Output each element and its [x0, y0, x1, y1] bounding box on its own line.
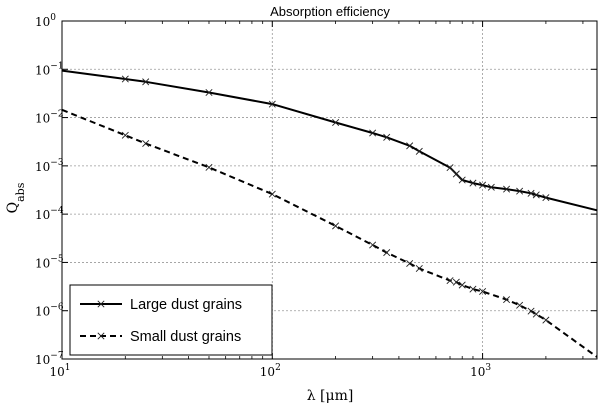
data-point-small	[121, 131, 129, 139]
y-tick-exp: −3	[50, 158, 64, 168]
data-point-small	[452, 278, 460, 286]
data-point-small	[406, 259, 414, 268]
data-point-large	[415, 147, 423, 155]
data-point-small	[332, 222, 340, 230]
series-markers-large	[121, 75, 550, 202]
plot-frame	[61, 20, 598, 360]
data-point-large	[458, 176, 466, 184]
y-tick-base: 10	[35, 63, 50, 77]
y-tick-label: 10−5	[35, 254, 64, 270]
y-axis-label-sub: abs	[14, 182, 27, 202]
y-tick-base: 10	[35, 256, 50, 270]
y-tick-base: 10	[35, 112, 50, 126]
data-point-small	[205, 163, 213, 171]
y-tick-base: 10	[35, 160, 50, 174]
data-point-small	[446, 277, 454, 285]
data-point-large	[532, 191, 540, 199]
x-tick-label: 101	[49, 363, 70, 379]
legend-marker-large	[97, 300, 105, 308]
y-tick-label: 10−1	[35, 61, 64, 77]
x-tick-base: 10	[260, 365, 275, 379]
x-tick-base: 10	[49, 365, 64, 379]
y-tick-label: 100	[35, 13, 56, 29]
data-point-small	[142, 140, 150, 148]
x-tick-exp: 2	[275, 363, 281, 373]
legend-large-markers	[97, 300, 105, 308]
series-markers-small	[121, 131, 550, 324]
x-axis-label: λ [μm]	[307, 388, 354, 404]
data-point-large	[452, 170, 460, 178]
data-point-small	[268, 190, 276, 198]
data-point-small	[458, 281, 466, 289]
data-point-large	[446, 164, 454, 172]
x-tick-exp: 1	[65, 363, 71, 373]
legend-label-small: Small dust grains	[130, 329, 241, 345]
data-point-large	[268, 100, 276, 108]
data-point-large	[121, 75, 129, 83]
data-point-small	[542, 316, 550, 324]
data-point-small	[503, 296, 511, 304]
data-point-large	[479, 181, 487, 189]
tick-marks	[61, 20, 597, 360]
data-point-small	[415, 264, 423, 272]
data-point-large	[469, 179, 477, 187]
x-tick-label: 103	[470, 363, 491, 379]
chart-title: Absorption efficiency	[270, 4, 390, 19]
x-tick-exp: 3	[485, 363, 491, 373]
legend-small-markers	[97, 332, 105, 340]
data-point-small	[527, 307, 535, 315]
y-tick-base: 10	[35, 353, 50, 367]
data-point-small	[369, 241, 377, 249]
legend: Large dust grains Small dust grains	[69, 284, 273, 356]
data-point-small	[479, 287, 487, 296]
data-point-large	[503, 185, 511, 193]
y-tick-exp: 0	[50, 13, 56, 23]
data-point-large	[406, 142, 414, 150]
data-point-large	[383, 133, 391, 141]
legend-label-large: Large dust grains	[130, 297, 242, 313]
y-tick-exp: −5	[50, 254, 64, 264]
data-point-large	[142, 78, 150, 86]
y-tick-base: 10	[35, 208, 50, 222]
y-tick-exp: −7	[50, 351, 64, 361]
data-point-large	[527, 189, 535, 197]
y-axis-label: Qabs	[5, 182, 27, 213]
legend-box	[69, 284, 273, 356]
x-tick-base: 10	[470, 365, 485, 379]
data-point-large	[516, 187, 524, 195]
y-tick-exp: −4	[50, 206, 64, 216]
y-tick-base: 10	[35, 305, 50, 319]
data-point-large	[542, 194, 550, 202]
legend-marker-small	[97, 332, 105, 340]
data-point-large	[369, 129, 377, 137]
data-point-small	[516, 301, 524, 309]
y-tick-exp: −2	[50, 110, 63, 120]
data-point-small	[469, 285, 477, 293]
data-point-large	[205, 89, 213, 97]
data-point-large	[487, 183, 495, 191]
data-point-large	[332, 118, 340, 127]
y-tick-base: 10	[35, 15, 50, 29]
y-tick-exp: −6	[50, 303, 64, 313]
y-tick-label: 10−7	[35, 351, 64, 367]
y-tick-exp: −1	[50, 61, 63, 71]
y-axis-label-main: Q	[5, 202, 21, 213]
x-tick-label: 102	[260, 363, 281, 379]
series-layer	[61, 69, 598, 358]
y-tick-label: 10−4	[35, 206, 64, 222]
y-tick-label: 10−6	[35, 303, 64, 319]
y-tick-label: 10−2	[35, 110, 64, 126]
y-tick-label: 10−3	[35, 158, 64, 174]
data-point-small	[383, 249, 391, 257]
data-point-small	[532, 310, 540, 318]
